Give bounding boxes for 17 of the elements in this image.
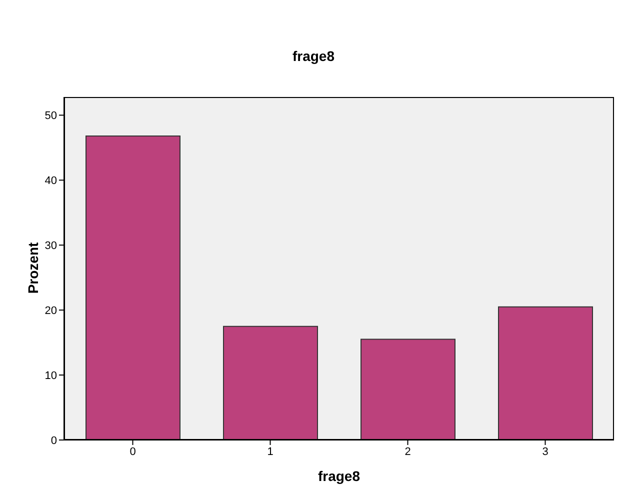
y-tick-label: 10 — [44, 370, 57, 382]
x-axis-title: frage8 — [316, 468, 362, 484]
x-tick-label: 1 — [267, 446, 274, 458]
x-tick-label: 2 — [404, 446, 411, 458]
y-axis-title: Prozent — [25, 242, 41, 294]
bar — [498, 306, 593, 440]
bar — [86, 135, 180, 440]
chart-title: frage8 — [291, 48, 336, 64]
x-tick-label: 0 — [130, 446, 136, 458]
y-tick-label: 20 — [44, 304, 57, 317]
y-tick-label: 40 — [44, 175, 57, 188]
y-tick-label: 0 — [50, 434, 57, 447]
bar — [223, 326, 318, 440]
y-tick-label: 50 — [44, 110, 57, 122]
x-tick-label: 3 — [542, 446, 548, 458]
y-tick-label: 30 — [44, 240, 57, 252]
bar — [360, 338, 456, 440]
